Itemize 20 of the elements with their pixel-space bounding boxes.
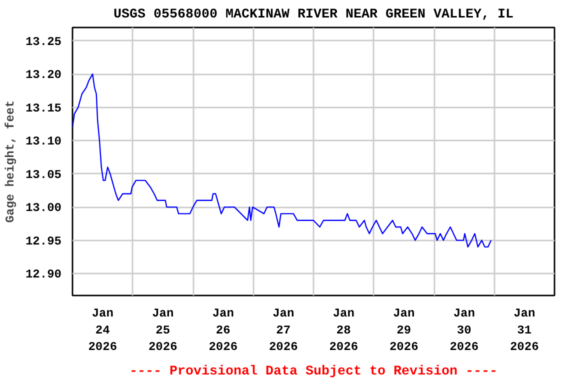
y-tick-label: 13.20 [25,68,62,82]
x-tick-label: Jan 29 2026 [389,306,418,354]
y-tick-label: 12.90 [25,268,62,282]
y-axis-title: Gage height, feet [3,100,18,223]
x-tick-label: Jan 27 2026 [268,306,298,354]
x-tick-label: Jan 25 2026 [148,306,178,354]
x-tick-label: Jan 31 2026 [510,306,539,354]
x-tick-label: Jan 24 2026 [88,306,118,354]
chart-title: USGS 05568000 MACKINAW RIVER NEAR GREEN VALLEY, IL [114,8,514,22]
x-tick-label: Jan 30 2026 [450,306,479,354]
text: ---- Provisional Data Subject to Revision ---- [130,364,498,380]
y-tick-label: 13.15 [25,101,62,116]
x-tick-label: Jan 26 2026 [208,306,238,354]
y-tick-label: 13.00 [25,201,62,216]
y-tick-label: 13.05 [25,168,62,182]
y-tick-label: 13.10 [25,134,62,149]
line-series [72,73,492,248]
y-tick-label: 12.95 [25,234,62,248]
y-tick-label: 13.25 [25,34,62,49]
x-tick-label: Jan 28 2026 [329,306,358,354]
